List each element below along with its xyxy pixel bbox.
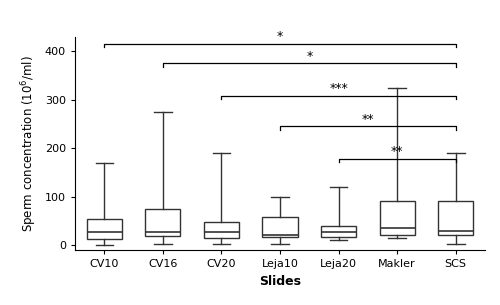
Y-axis label: Sperm concentration (10$^6$/ml): Sperm concentration (10$^6$/ml) <box>20 55 40 232</box>
X-axis label: Slides: Slides <box>259 275 301 288</box>
Text: **: ** <box>362 113 374 126</box>
PathPatch shape <box>380 201 414 235</box>
PathPatch shape <box>146 209 180 235</box>
PathPatch shape <box>321 226 356 236</box>
PathPatch shape <box>204 222 239 238</box>
PathPatch shape <box>262 217 298 238</box>
Text: **: ** <box>391 145 404 158</box>
PathPatch shape <box>438 201 474 235</box>
Text: ***: *** <box>329 82 348 95</box>
Text: *: * <box>277 30 283 43</box>
PathPatch shape <box>86 219 122 239</box>
Text: *: * <box>306 50 312 63</box>
